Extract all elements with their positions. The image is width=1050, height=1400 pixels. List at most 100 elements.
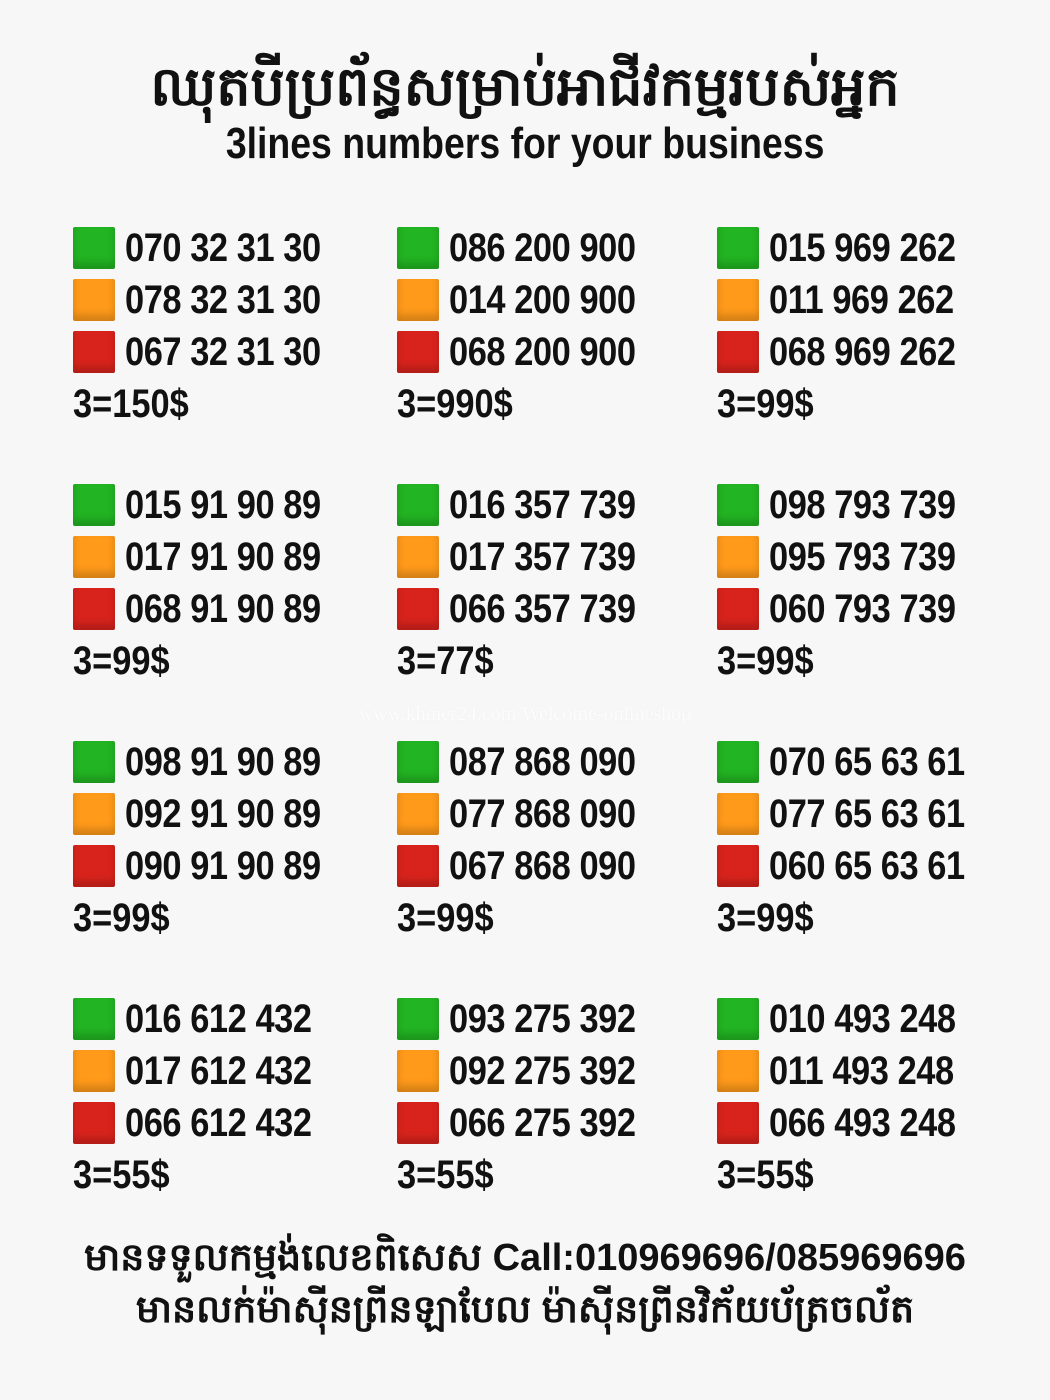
footer-printer-line: មានលក់ម៉ាស៊ីនព្រីនឡាបែល ម៉ាស៊ីនព្រីនវិក័… [135,1289,915,1331]
phone-number-row: 017 612 432 [73,1045,393,1097]
phone-number: 011 493 248 [769,1048,954,1093]
green-square-icon [397,998,439,1040]
price-row: 3=99$ [717,635,1037,687]
phone-number: 078 32 31 30 [125,277,321,322]
price-row: 3=99$ [73,635,393,687]
phone-number-row: 068 200 900 [397,326,717,378]
price-row: 3=990$ [397,378,717,430]
orange-square-icon [73,793,115,835]
number-group: 010 493 248 011 493 248 066 493 248 3=55$ [717,993,1037,1201]
number-group: 016 612 432 017 612 432 066 612 432 3=55$ [73,993,393,1201]
phone-number-row: 092 91 90 89 [73,788,393,840]
price-label: 3=55$ [397,1152,494,1197]
phone-number-row: 092 275 392 [397,1045,717,1097]
phone-number: 017 357 739 [449,534,636,579]
phone-number: 017 91 90 89 [125,534,321,579]
price-row: 3=99$ [717,892,1037,944]
phone-number: 014 200 900 [449,277,636,322]
price-label: 3=99$ [73,638,170,683]
red-square-icon [73,845,115,887]
phone-number-row: 070 32 31 30 [73,222,393,274]
orange-square-icon [73,536,115,578]
green-square-icon [73,998,115,1040]
phone-number: 068 200 900 [449,329,636,374]
red-square-icon [73,1102,115,1144]
price-label: 3=77$ [397,638,494,683]
phone-number-row: 068 969 262 [717,326,1037,378]
phone-number-row: 011 493 248 [717,1045,1037,1097]
red-square-icon [717,845,759,887]
phone-number-row: 066 493 248 [717,1097,1037,1149]
phone-number-row: 016 357 739 [397,479,717,531]
phone-number-row: 068 91 90 89 [73,583,393,635]
phone-number-row: 066 357 739 [397,583,717,635]
phone-number: 067 32 31 30 [125,329,321,374]
orange-square-icon [717,793,759,835]
green-square-icon [717,998,759,1040]
orange-square-icon [717,279,759,321]
orange-square-icon [717,536,759,578]
price-label: 3=99$ [73,895,170,940]
phone-number: 093 275 392 [449,996,636,1041]
phone-number-row: 086 200 900 [397,222,717,274]
phone-number: 092 275 392 [449,1048,636,1093]
red-square-icon [73,588,115,630]
orange-square-icon [73,1050,115,1092]
phone-number: 066 275 392 [449,1100,636,1145]
number-group: 015 91 90 89 017 91 90 89 068 91 90 89 3=99… [73,479,393,687]
price-label: 3=55$ [73,1152,170,1197]
price-row: 3=99$ [397,892,717,944]
red-square-icon [73,331,115,373]
phone-number-row: 070 65 63 61 [717,736,1037,788]
red-square-icon [717,331,759,373]
phone-number: 095 793 739 [769,534,956,579]
red-square-icon [397,331,439,373]
number-group: 093 275 392 092 275 392 066 275 392 3=55$ [397,993,717,1201]
phone-number: 067 868 090 [449,843,636,888]
price-label: 3=990$ [397,381,513,426]
phone-number: 011 969 262 [769,277,954,322]
phone-number: 066 612 432 [125,1100,312,1145]
green-square-icon [397,227,439,269]
phone-number: 098 91 90 89 [125,739,321,784]
orange-square-icon [397,1050,439,1092]
phone-number-row: 060 793 739 [717,583,1037,635]
phone-number: 060 65 63 61 [769,843,965,888]
phone-number-row: 066 275 392 [397,1097,717,1149]
title-khmer: ឈុតបីប្រព័ន្ធសម្រាប់អាជីវកម្មរបស់អ្នក [150,57,900,117]
phone-number: 060 793 739 [769,586,956,631]
phone-number-row: 098 793 739 [717,479,1037,531]
phone-number-row: 067 32 31 30 [73,326,393,378]
phone-number-row: 078 32 31 30 [73,274,393,326]
phone-number: 077 868 090 [449,791,636,836]
footer-call-line: មានទទួលកម្មង់លេខពិសេស Call:010969696/085… [84,1237,966,1279]
number-group: 098 793 739 095 793 739 060 793 739 3=99$ [717,479,1037,687]
orange-square-icon [397,536,439,578]
phone-number: 016 612 432 [125,996,312,1041]
price-label: 3=55$ [717,1152,814,1197]
red-square-icon [717,588,759,630]
price-row: 3=99$ [73,892,393,944]
phone-number: 066 493 248 [769,1100,956,1145]
phone-number-row: 014 200 900 [397,274,717,326]
phone-number-row: 015 969 262 [717,222,1037,274]
phone-number-row: 095 793 739 [717,531,1037,583]
orange-square-icon [397,793,439,835]
price-row: 3=99$ [717,378,1037,430]
phone-number-row: 067 868 090 [397,840,717,892]
number-group: 098 91 90 89 092 91 90 89 090 91 90 89 3=99… [73,736,393,944]
phone-number-row: 090 91 90 89 [73,840,393,892]
green-square-icon [73,741,115,783]
watermark: www.khmer24.com/Welcome-onlineshop [358,703,692,725]
phone-number-row: 015 91 90 89 [73,479,393,531]
price-row: 3=55$ [717,1149,1037,1201]
phone-number-row: 010 493 248 [717,993,1037,1045]
phone-number-row: 077 65 63 61 [717,788,1037,840]
phone-number-row: 093 275 392 [397,993,717,1045]
red-square-icon [397,1102,439,1144]
phone-number: 016 357 739 [449,482,636,527]
green-square-icon [397,741,439,783]
price-row: 3=55$ [397,1149,717,1201]
phone-number: 087 868 090 [449,739,636,784]
orange-square-icon [397,279,439,321]
